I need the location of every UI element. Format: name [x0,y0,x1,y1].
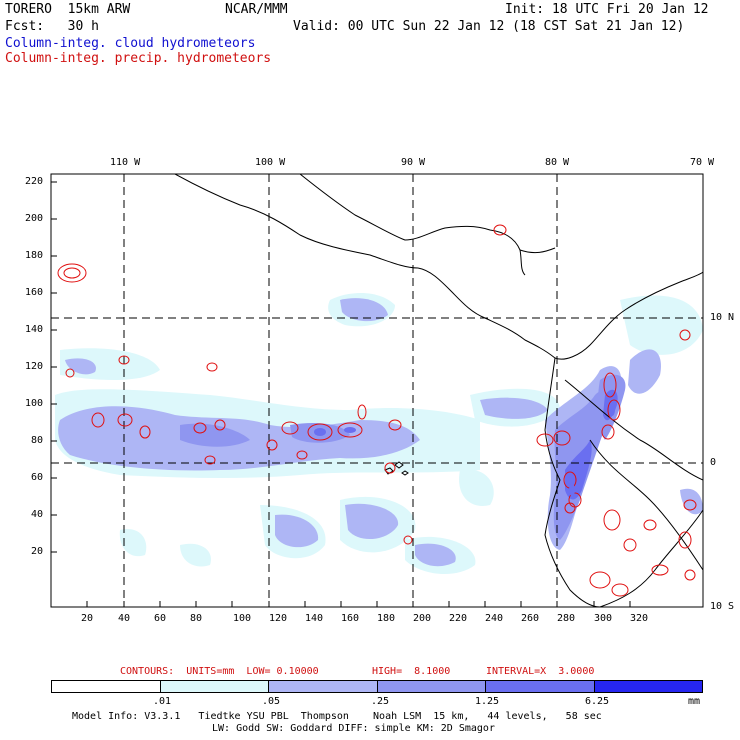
x-tick-marks [86,601,631,607]
contour-interval: INTERVAL=X 3.0000 [486,666,595,677]
y-tick-label: 120 [25,361,44,372]
x-tick-label: 80 [190,613,203,624]
contour-high: HIGH= 8.1000 [372,666,451,677]
model-physics: LW: Godd SW: Goddard DIFF: simple KM: 2D… [212,723,495,734]
y-tick-label: 200 [25,213,44,224]
legend-swatch [486,681,595,692]
legend-label: .01 [153,696,172,707]
legend-label: 6.25 [585,696,610,707]
lon-label-90w: 90 W [401,157,426,168]
y-tick-label: 160 [25,287,44,298]
y-tick-label: 40 [31,509,44,520]
legend-label: .25 [371,696,390,707]
legend-units: mm [688,696,701,707]
y-tick-label: 80 [31,435,44,446]
y-tick-marks [51,181,57,553]
forecast-hour: Fcst: 30 h [5,19,99,34]
x-tick-label: 200 [413,613,432,624]
x-tick-label: 120 [269,613,288,624]
y-tick-label: 220 [25,176,44,187]
lon-label-110w: 110 W [110,157,141,168]
field-title-cloud: Column-integ. cloud hydrometeors [5,36,256,51]
legend-label: .05 [262,696,281,707]
x-tick-label: 40 [118,613,131,624]
lat-lon-grid [51,174,703,607]
y-tick-label: 20 [31,546,44,557]
x-tick-label: 20 [81,613,94,624]
lon-label-70w: 70 W [690,157,715,168]
x-tick-label: 220 [449,613,468,624]
lon-label-100w: 100 W [255,157,286,168]
x-tick-label: 260 [521,613,540,624]
color-legend [51,680,703,693]
x-tick-label: 240 [485,613,504,624]
lat-label-10n: 10 N [710,312,735,323]
x-tick-label: 280 [557,613,576,624]
field-title-precip: Column-integ. precip. hydrometeors [5,51,272,66]
x-tick-label: 160 [341,613,360,624]
y-tick-label: 60 [31,472,44,483]
lat-label-0: 0 [710,457,717,468]
x-tick-label: 320 [630,613,649,624]
legend-swatch [160,681,269,692]
legend-swatch [594,681,702,692]
legend-swatch [52,681,161,692]
lat-label-10s: 10 S [710,601,735,612]
x-tick-label: 300 [594,613,613,624]
precip-cores [314,404,615,496]
x-tick-label: 180 [377,613,396,624]
y-tick-label: 180 [25,250,44,261]
x-tick-label: 100 [233,613,252,624]
init-time: Init: 18 UTC Fri 20 Jan 12 [505,2,709,17]
valid-time: Valid: 00 UTC Sun 22 Jan 12 (18 CST Sat … [293,19,685,34]
organization: NCAR/MMM [225,2,288,17]
legend-swatch [269,681,378,692]
legend-swatch [377,681,486,692]
x-tick-label: 140 [305,613,324,624]
lon-label-80w: 80 W [545,157,570,168]
contour-info: CONTOURS: UNITS=mm LOW= 0.10000 [120,666,319,677]
model-info: Model Info: V3.3.1 Tiedtke YSU PBL Thomp… [72,711,602,722]
y-tick-label: 100 [25,398,44,409]
x-tick-label: 60 [154,613,167,624]
model-name: TORERO 15km ARW [5,2,131,17]
y-tick-label: 140 [25,324,44,335]
legend-label: 1.25 [475,696,500,707]
coastlines [174,174,703,607]
